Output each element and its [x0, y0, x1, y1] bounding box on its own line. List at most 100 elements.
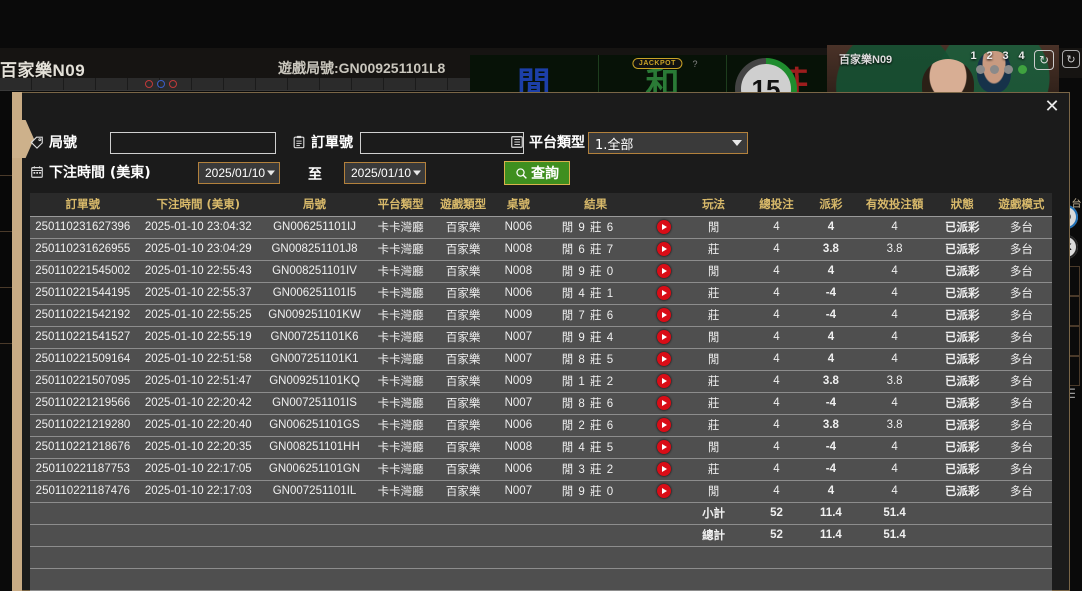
table-row[interactable]: 250110221545002 2025-01-10 22:55:43 GN0082…: [30, 260, 1052, 283]
date-to-value: 2025/01/10: [351, 166, 412, 180]
roadmap-dots: [145, 80, 177, 88]
chevron-down-icon: [267, 170, 275, 176]
col-header-gamemode[interactable]: 遊戲模式: [990, 193, 1052, 217]
cell-gametype: 百家樂: [433, 282, 493, 305]
col-header-order[interactable]: 訂單號: [30, 193, 136, 217]
table-indicator-3[interactable]: [1004, 65, 1013, 74]
right-side-tab[interactable]: 台: [1069, 198, 1080, 208]
cell-payout: -4: [806, 282, 856, 305]
play-icon[interactable]: [656, 330, 671, 344]
table-row[interactable]: 250110221542192 2025-01-10 22:55:25 GN0092…: [30, 304, 1052, 327]
cell-totalbet: 4: [746, 348, 807, 371]
cell-gametype: 百家樂: [433, 216, 493, 239]
summary-label: 小計: [680, 502, 747, 525]
cell-platform: 卡卡灣廳: [368, 326, 434, 349]
video-table-4[interactable]: 4: [1018, 50, 1025, 62]
table-row[interactable]: 250110231627396 2025-01-10 23:04:32 GN0062…: [30, 216, 1052, 239]
table-row[interactable]: 250110221219280 2025-01-10 22:20:40 GN0062…: [30, 414, 1052, 437]
col-header-round[interactable]: 局號: [260, 193, 369, 217]
summary-spacer: [543, 524, 648, 547]
play-icon[interactable]: [656, 308, 671, 322]
cell-platform: 卡卡灣廳: [368, 392, 434, 415]
play-icon[interactable]: [656, 484, 671, 498]
cell-result: 閒 8 莊 6: [543, 392, 648, 415]
empty-cell: [990, 546, 1052, 569]
round-input[interactable]: [110, 132, 276, 154]
cell-tableno: N007: [492, 480, 544, 503]
play-icon[interactable]: [656, 374, 671, 388]
col-header-validbet[interactable]: 有效投注額: [855, 193, 934, 217]
cell-round: GN008251101HH: [260, 436, 369, 459]
table-row[interactable]: 250110221544195 2025-01-10 22:55:37 GN0062…: [30, 282, 1052, 305]
summary-label: 總計: [680, 524, 747, 547]
play-icon[interactable]: [656, 286, 671, 300]
col-header-result[interactable]: 結果: [543, 193, 648, 217]
cell-result: 閒 4 莊 1: [543, 282, 648, 305]
play-icon[interactable]: [656, 264, 671, 278]
col-header-time[interactable]: 下注時間 (美東): [135, 193, 261, 217]
table-row[interactable]: 250110221509164 2025-01-10 22:51:58 GN0072…: [30, 348, 1052, 371]
cell-bettype: 莊: [680, 392, 747, 415]
bet-records-table: 訂單號 下注時間 (美東) 局號 平台類型 遊戲類型 桌號 結果 玩法 總投注 …: [30, 193, 1052, 591]
play-icon[interactable]: [656, 220, 671, 234]
query-button[interactable]: 查詢: [504, 161, 570, 185]
play-icon[interactable]: [656, 418, 671, 432]
cell-validbet: 4: [855, 480, 934, 503]
order-input[interactable]: [360, 132, 524, 154]
play-triangle: [662, 290, 668, 296]
col-header-gametype[interactable]: 遊戲類型: [433, 193, 493, 217]
col-header-tableno[interactable]: 桌號: [492, 193, 544, 217]
play-icon[interactable]: [656, 242, 671, 256]
col-header-platform[interactable]: 平台類型: [368, 193, 434, 217]
video-table-3[interactable]: 3: [1002, 50, 1009, 62]
table-row[interactable]: 250110221187753 2025-01-10 22:17:05 GN0062…: [30, 458, 1052, 481]
col-header-status[interactable]: 狀態: [933, 193, 991, 217]
cell-validbet: 4: [855, 260, 934, 283]
cell-order: 250110221542192: [30, 304, 136, 327]
video-table-2[interactable]: 2: [986, 50, 993, 62]
jackpot-badge: JACKPOT: [631, 58, 683, 69]
stack-icon[interactable]: ☰: [1064, 386, 1076, 401]
corner-refresh-icon[interactable]: ↻: [1062, 50, 1080, 68]
cell-gamemode: 多台: [990, 348, 1052, 371]
close-icon[interactable]: ✕: [1044, 96, 1060, 116]
cell-order: 250110221544195: [30, 282, 136, 305]
col-header-bettype[interactable]: 玩法: [680, 193, 747, 217]
table-indicator-1[interactable]: [976, 65, 985, 74]
refresh-icon[interactable]: ↻: [1034, 50, 1054, 70]
cell-round: GN006251101GS: [260, 414, 369, 437]
table-indicator-2[interactable]: [990, 65, 999, 74]
table-row[interactable]: 250110221219566 2025-01-10 22:20:42 GN0072…: [30, 392, 1052, 415]
jackpot-help-icon[interactable]: ?: [692, 59, 698, 69]
table-indicator-4[interactable]: [1018, 65, 1027, 74]
col-header-totalbet[interactable]: 總投注: [746, 193, 807, 217]
date-to-picker[interactable]: 2025/01/10: [344, 162, 426, 184]
video-table-1[interactable]: 1: [970, 50, 977, 62]
play-icon[interactable]: [656, 352, 671, 366]
cell-result: 閒 9 莊 0: [543, 260, 648, 283]
platform-type-select[interactable]: 1.全部: [588, 132, 748, 154]
summary-gamemode: [990, 524, 1052, 547]
table-row[interactable]: 250110231626955 2025-01-10 23:04:29 GN0082…: [30, 238, 1052, 261]
cell-totalbet: 4: [746, 480, 807, 503]
road-dot-player: [157, 80, 165, 88]
cell-payout: 4: [806, 348, 856, 371]
date-from-picker[interactable]: 2025/01/10: [198, 162, 280, 184]
play-icon[interactable]: [656, 462, 671, 476]
summary-spacer: [433, 502, 493, 525]
cell-totalbet: 4: [746, 282, 807, 305]
table-row[interactable]: 250110221218676 2025-01-10 22:20:35 GN0082…: [30, 436, 1052, 459]
cell-gamemode: 多台: [990, 436, 1052, 459]
table-row[interactable]: 250110221187476 2025-01-10 22:17:03 GN0072…: [30, 480, 1052, 503]
cell-time: 2025-01-10 22:55:43: [135, 260, 261, 283]
table-row[interactable]: 250110221541527 2025-01-10 22:55:19 GN0072…: [30, 326, 1052, 349]
table-row[interactable]: 250110221507095 2025-01-10 22:51:47 GN0092…: [30, 370, 1052, 393]
summary-validbet: 51.4: [855, 502, 934, 525]
play-icon[interactable]: [656, 440, 671, 454]
cell-gametype: 百家樂: [433, 392, 493, 415]
play-icon[interactable]: [656, 396, 671, 410]
col-header-payout[interactable]: 派彩: [806, 193, 856, 217]
modal-left-tab[interactable]: [12, 120, 34, 158]
cell-platform: 卡卡灣廳: [368, 216, 434, 239]
cell-round: GN007251101K1: [260, 348, 369, 371]
